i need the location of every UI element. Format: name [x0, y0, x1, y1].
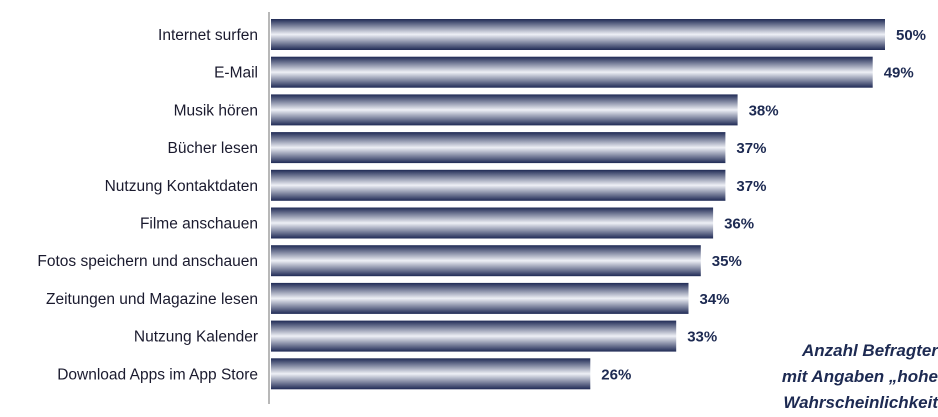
bar-8 — [271, 282, 689, 314]
value-label-7: 35% — [712, 253, 742, 270]
value-label-9: 33% — [687, 329, 717, 346]
bar-4 — [271, 132, 726, 164]
category-label-1: Internet surfen — [158, 27, 258, 44]
bar-6 — [271, 207, 714, 239]
category-label-8: Zeitungen und Magazine lesen — [46, 291, 258, 308]
category-label-10: Download Apps im App Store — [57, 366, 258, 383]
bars-group — [271, 19, 885, 390]
category-label-9: Nutzung Kalender — [134, 329, 258, 346]
category-label-7: Fotos speichern und anschauen — [37, 253, 258, 270]
category-label-5: Nutzung Kontaktdaten — [105, 178, 258, 195]
value-label-1: 50% — [896, 27, 926, 44]
value-labels-group: 50% 49% 38% 37% 37% 36% 35% 34% 33% 26% — [601, 27, 926, 383]
category-label-2: E-Mail — [214, 65, 258, 82]
bar-7 — [271, 245, 701, 277]
bar-5 — [271, 169, 726, 201]
value-label-2: 49% — [884, 65, 914, 82]
value-label-10: 26% — [601, 366, 631, 383]
note-line-2: mit Angaben „hohe — [782, 367, 938, 386]
category-label-3: Musik hören — [174, 102, 258, 119]
value-label-6: 36% — [724, 216, 754, 233]
sample-note: Anzahl Befragter mit Angaben „hohe Wahrsch… — [782, 341, 938, 412]
category-label-4: Bücher lesen — [168, 140, 258, 157]
note-line-1: Anzahl Befragter — [801, 341, 938, 360]
bar-2 — [271, 56, 873, 88]
value-label-8: 34% — [700, 291, 730, 308]
category-labels-group: Internet surfen E-Mail Musik hören Bücher l… — [37, 27, 258, 383]
value-label-3: 38% — [749, 102, 779, 119]
value-label-5: 37% — [736, 178, 766, 195]
category-label-6: Filme anschauen — [140, 216, 258, 233]
bar-3 — [271, 94, 738, 126]
value-label-4: 37% — [736, 140, 766, 157]
note-line-3: Wahrscheinlichkeit — [783, 393, 938, 412]
bar-1 — [271, 19, 885, 50]
bar-10 — [271, 358, 591, 390]
bar-9 — [271, 320, 677, 352]
